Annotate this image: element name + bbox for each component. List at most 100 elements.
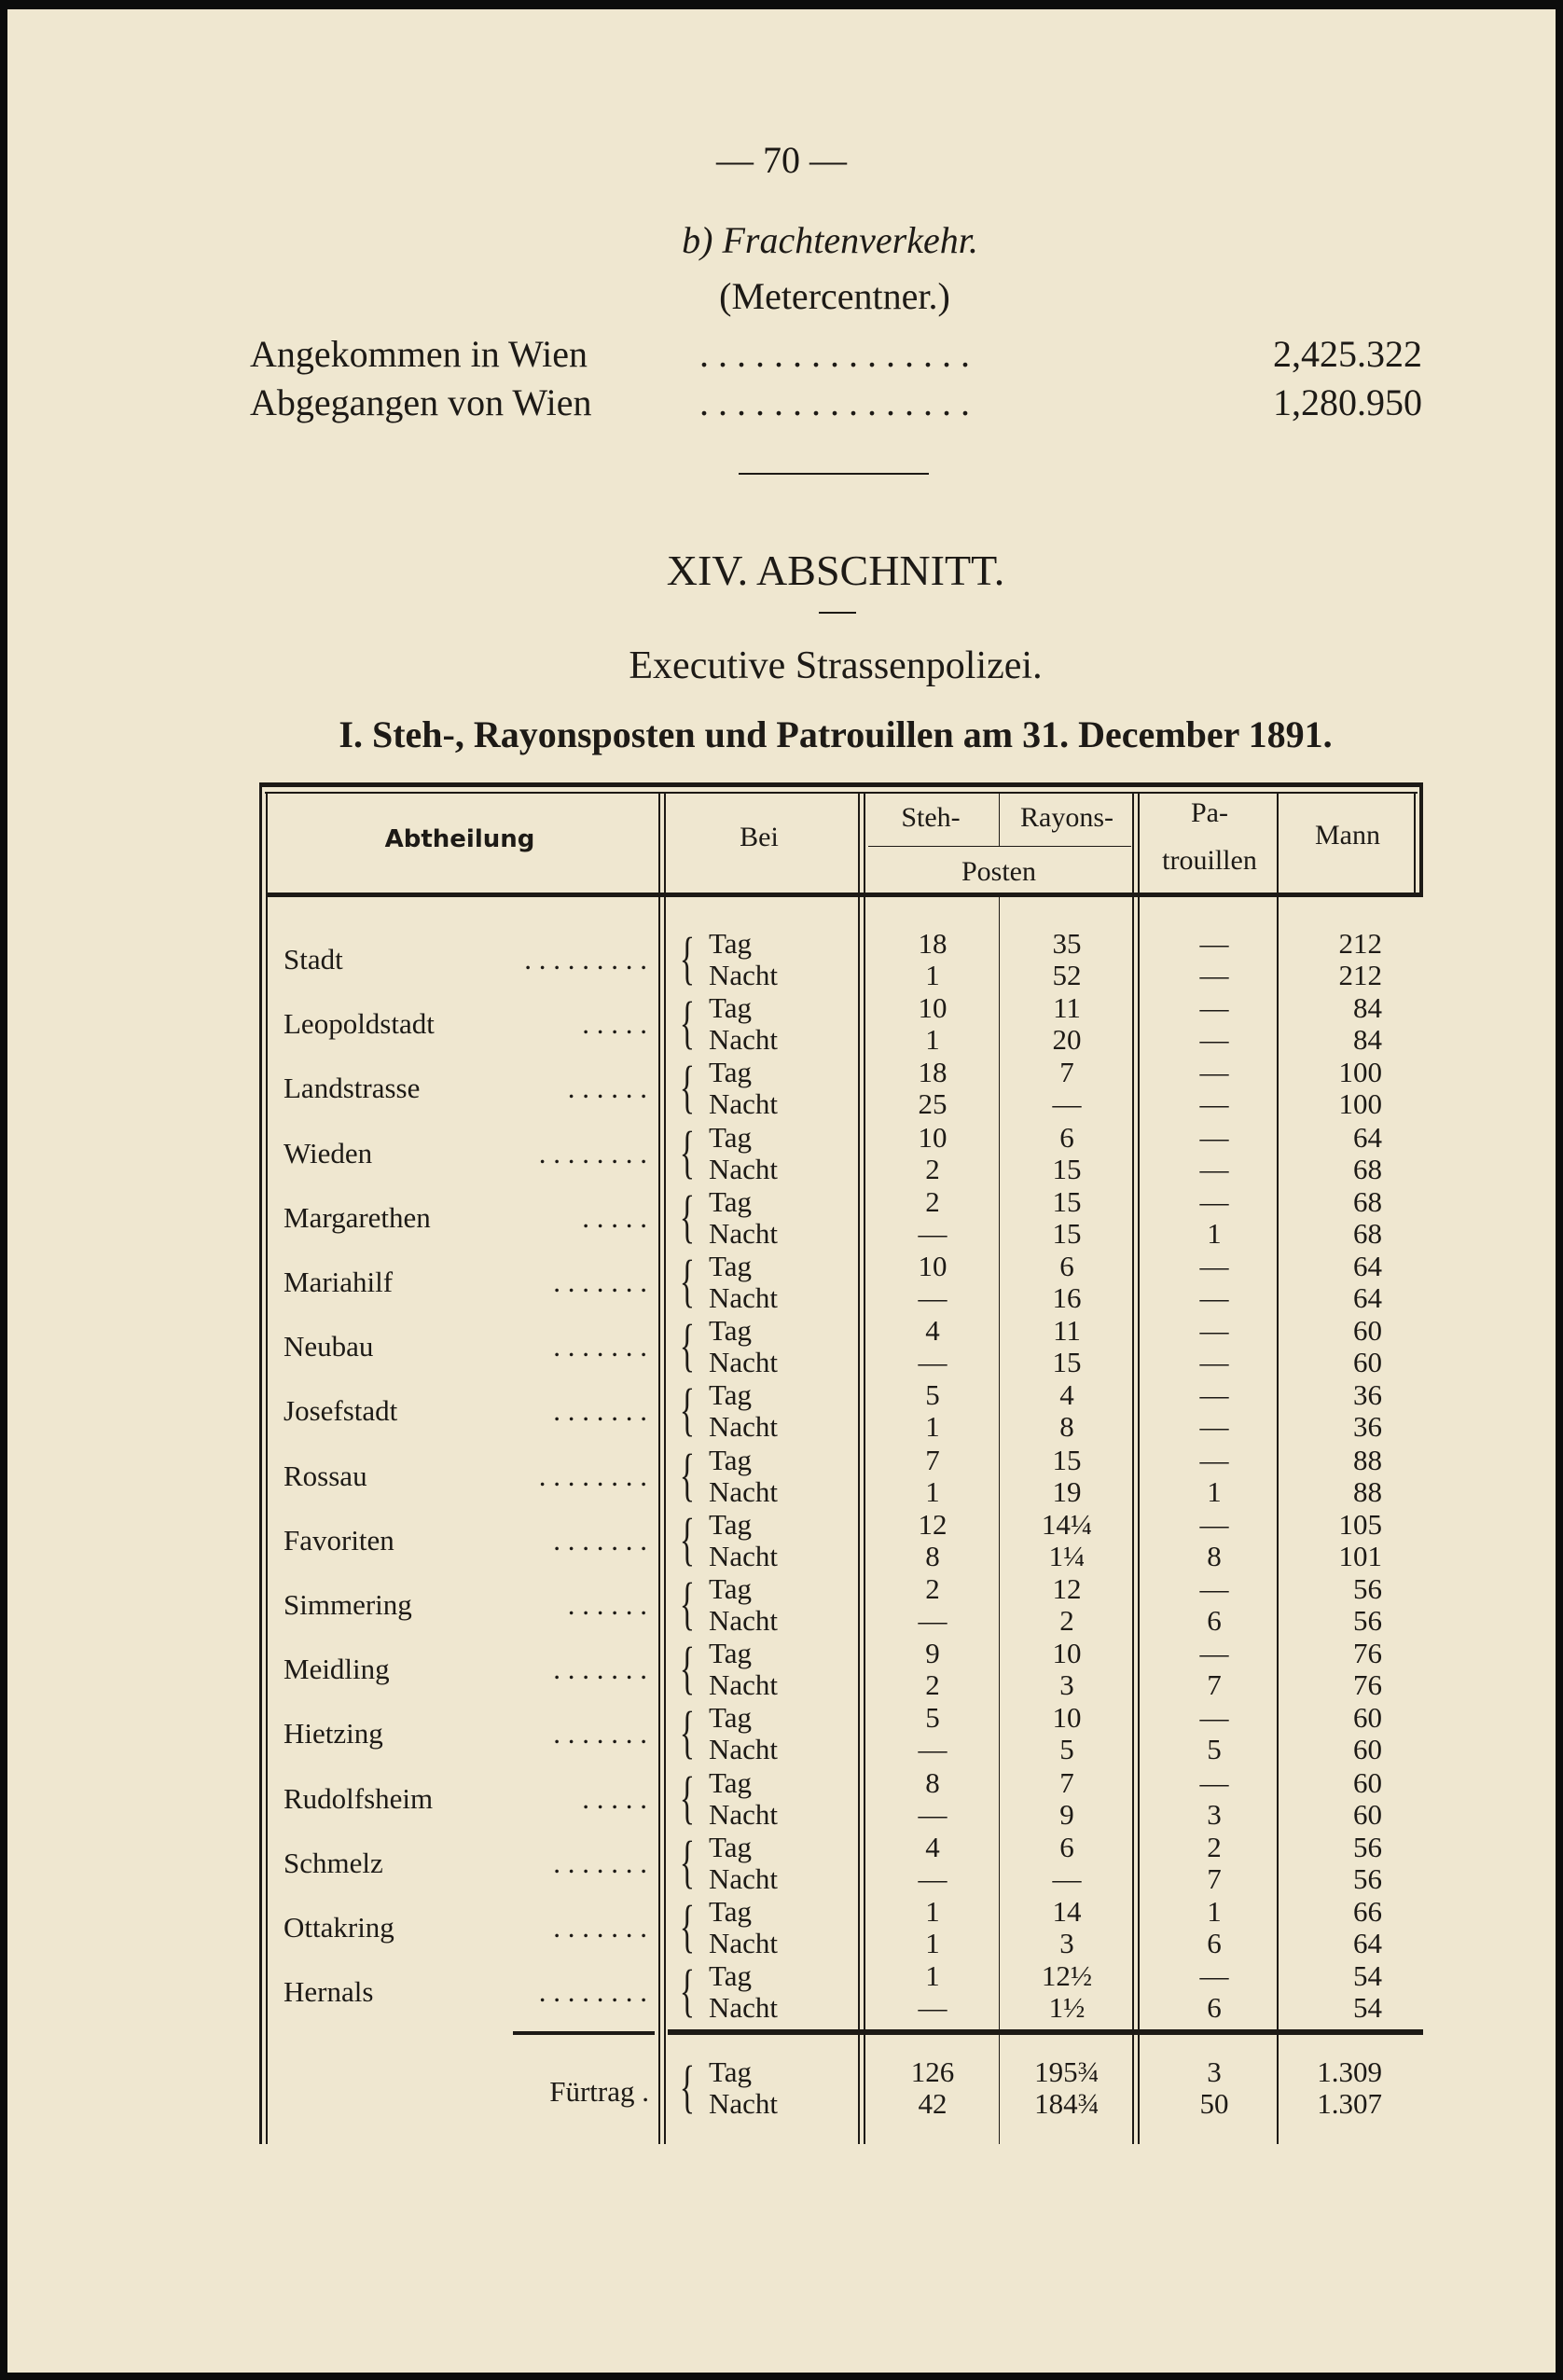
tag-value-col2: — <box>1199 1637 1229 1669</box>
leader-dots: . . . . . <box>582 1007 647 1041</box>
nacht-value-col0: — <box>918 1798 947 1831</box>
leader-dots: . . . . . . . <box>553 1330 647 1363</box>
nacht-label: Nacht <box>709 1798 779 1831</box>
nacht-value-col2: — <box>1199 1410 1229 1443</box>
header-mann: Mann <box>1315 820 1380 851</box>
nacht-value-col0: 1 <box>925 1023 940 1056</box>
nacht-value-col3: 56 <box>1353 1604 1382 1637</box>
tag-value-col2: 2 <box>1207 1831 1222 1863</box>
district-name: Wieden <box>284 1136 373 1169</box>
section-title: XIV. ABSCHNITT. <box>666 547 1005 594</box>
district-name: Schmelz <box>284 1846 383 1879</box>
district-name: Favoriten <box>284 1523 394 1557</box>
nacht-value-col2: — <box>1199 1281 1229 1314</box>
total-rule <box>668 2029 1423 2035</box>
tag-label: Tag <box>709 1766 753 1799</box>
district-name: Hernals <box>284 1975 374 2009</box>
nacht-value-col2: — <box>1199 1087 1229 1120</box>
tag-value-col0: 9 <box>925 1637 940 1669</box>
nacht-value-col0: — <box>918 1733 947 1765</box>
nacht-value-col0: 8 <box>925 1540 940 1572</box>
leader-dots: . . . . . . . . . . . . . . . <box>699 381 970 423</box>
tag-label: Tag <box>709 927 753 960</box>
nacht-value-col3: 76 <box>1353 1668 1382 1701</box>
nacht-value-col1: 8 <box>1059 1410 1074 1443</box>
divider-rule <box>739 473 929 475</box>
nacht-label: Nacht <box>709 1153 779 1185</box>
nacht-value-col1: 52 <box>1052 959 1082 991</box>
total-label: Fürtrag . <box>549 2075 649 2108</box>
nacht-value-col1: 20 <box>1052 1023 1082 1056</box>
nacht-value-col3: 60 <box>1353 1733 1382 1765</box>
header-bottom-rule <box>266 892 1423 897</box>
nacht-value-col0: 1 <box>925 1475 940 1508</box>
nacht-value-col0: 2 <box>925 1668 940 1701</box>
tag-value-col1: 12 <box>1052 1572 1082 1605</box>
tag-value-col3: 60 <box>1353 1701 1382 1734</box>
tag-value-col2: — <box>1199 1508 1229 1541</box>
tag-label: Tag <box>709 1444 753 1476</box>
tag-value-col0: 1 <box>925 1959 940 1992</box>
tag-value-col3: 60 <box>1353 1766 1382 1799</box>
nacht-value-col1: 19 <box>1052 1475 1082 1508</box>
tag-value-col2: — <box>1199 1121 1229 1154</box>
nacht-value-col0: 1 <box>925 1927 940 1959</box>
tag-value-col2: — <box>1199 1185 1229 1218</box>
nacht-value-col3: 88 <box>1353 1475 1382 1508</box>
nacht-value-col1: 5 <box>1059 1733 1074 1765</box>
tag-label: Tag <box>709 1121 753 1154</box>
tag-value-col2: — <box>1199 1444 1229 1476</box>
divider-rule <box>819 612 856 614</box>
nacht-value-col3: 100 <box>1338 1087 1383 1120</box>
nacht-value-col3: 36 <box>1353 1410 1382 1443</box>
tag-label: Tag <box>709 1378 753 1411</box>
nacht-value-col2: — <box>1199 959 1229 991</box>
nacht-value-col2: — <box>1199 1023 1229 1056</box>
brace-icon: { <box>679 1766 696 1830</box>
column-rule <box>1132 792 1134 2144</box>
tag-value-col1: 11 <box>1053 991 1081 1024</box>
brace-icon: { <box>679 1250 696 1313</box>
tag-value-col2: — <box>1199 1959 1229 1992</box>
tag-value-col3: 56 <box>1353 1831 1382 1863</box>
tag-value-col0: 4 <box>925 1314 940 1347</box>
tag-value-col2: — <box>1199 1701 1229 1734</box>
tag-value-col2: — <box>1199 1250 1229 1282</box>
tag-value-col0: 2 <box>925 1185 940 1218</box>
tag-value-col2: — <box>1199 1378 1229 1411</box>
tag-value-col1: 7 <box>1059 1766 1074 1799</box>
tag-value-col0: 18 <box>918 927 947 960</box>
nacht-value-col0: — <box>918 1346 947 1378</box>
nacht-value-col2: 8 <box>1207 1540 1222 1572</box>
tag-value-col3: 64 <box>1353 1250 1382 1282</box>
brace-icon: { <box>679 1185 696 1249</box>
tag-value-col2: 3 <box>1207 2055 1222 2088</box>
nacht-value-col3: 212 <box>1338 959 1383 991</box>
leader-dots: . . . . . . . <box>553 1653 647 1686</box>
tag-value-col3: 66 <box>1353 1895 1382 1928</box>
tag-value-col0: 5 <box>925 1701 940 1734</box>
nacht-label: Nacht <box>709 2087 779 2120</box>
tag-value-col0: 5 <box>925 1378 940 1411</box>
tag-label: Tag <box>709 1056 753 1088</box>
brace-icon: { <box>679 1895 696 1958</box>
tag-value-col0: 2 <box>925 1572 940 1605</box>
brace-icon: { <box>679 1444 696 1507</box>
nacht-value-col1: 1¼ <box>1048 1540 1086 1572</box>
brace-icon: { <box>679 927 696 990</box>
district-name: Simmering <box>284 1588 412 1621</box>
nacht-label: Nacht <box>709 1346 779 1378</box>
tag-value-col0: 1 <box>925 1895 940 1928</box>
tag-value-col3: 100 <box>1338 1056 1383 1088</box>
tag-value-col1: 10 <box>1052 1701 1082 1734</box>
district-name: Margarethen <box>284 1200 431 1234</box>
tag-value-col1: 10 <box>1052 1637 1082 1669</box>
nacht-value-col3: 60 <box>1353 1346 1382 1378</box>
tag-value-col1: 6 <box>1059 1250 1074 1282</box>
tag-label: Tag <box>709 1250 753 1282</box>
district-name: Landstrasse <box>284 1072 421 1105</box>
column-rule <box>858 792 860 2144</box>
nacht-label: Nacht <box>709 1475 779 1508</box>
tag-label: Tag <box>709 1314 753 1347</box>
tag-value-col3: 68 <box>1353 1185 1382 1218</box>
